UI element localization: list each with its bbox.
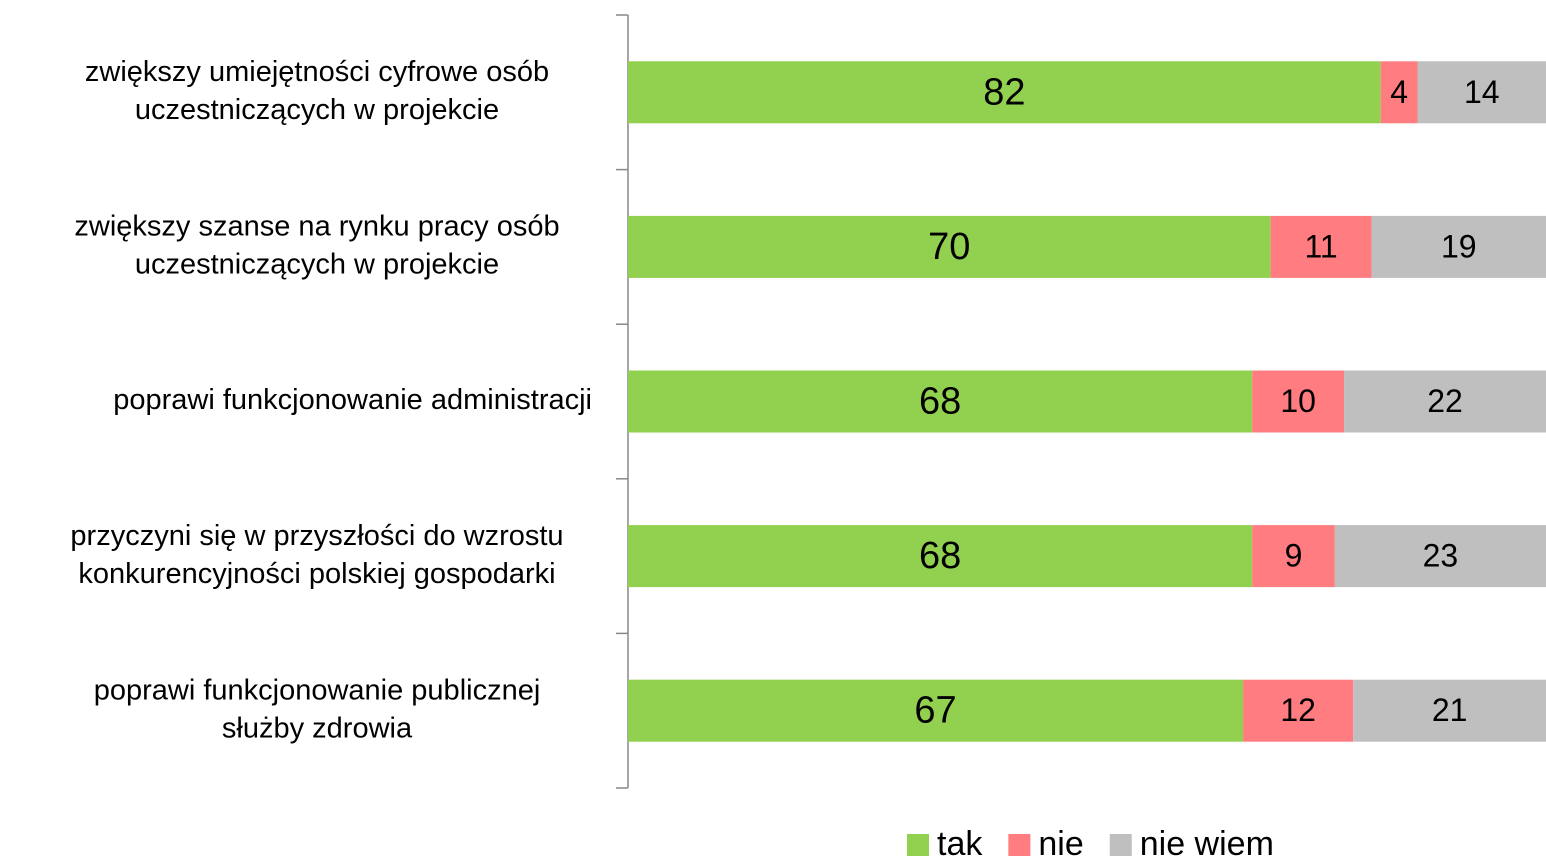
category-label: poprawi funkcjonowanie administracji (113, 384, 592, 416)
data-label: 14 (1464, 74, 1500, 110)
bar-segment (1417, 61, 1546, 124)
bar-segment (1243, 679, 1354, 742)
legend-label: nie (1038, 825, 1083, 859)
category-label: zwiększy szanse na rynku pracy osób (74, 211, 559, 243)
data-label: 22 (1427, 383, 1463, 419)
bar-segment (628, 370, 1253, 433)
category-label: poprawi funkcjonowanie publicznej (94, 674, 541, 706)
bar-segment (628, 215, 1271, 278)
data-label: 4 (1390, 74, 1408, 110)
data-label: 9 (1285, 538, 1303, 574)
data-label: 70 (928, 226, 970, 268)
category-label: służby zdrowia (222, 712, 413, 744)
legend-swatch (907, 834, 929, 856)
legend-swatch (1008, 834, 1031, 856)
bar-segment (1380, 61, 1418, 124)
bar-segment (1334, 525, 1546, 588)
data-label: 68 (919, 535, 961, 577)
category-label: przyczyni się w przyszłości do wzrostu (70, 520, 563, 552)
data-label: 21 (1432, 692, 1468, 728)
category-label: konkurencyjności polskiej gospodarki (78, 558, 555, 590)
data-label: 11 (1304, 228, 1337, 264)
bar-segment (1371, 215, 1546, 278)
bar-segment (1252, 525, 1335, 588)
bar-segment (1252, 370, 1345, 433)
legend-label: tak (937, 825, 983, 859)
data-label: 19 (1441, 228, 1477, 264)
category-label: uczestniczących w projekcie (135, 94, 499, 126)
bar-segment (1353, 679, 1546, 742)
data-label: 23 (1423, 538, 1459, 574)
bar-segment (1270, 215, 1372, 278)
bar-segment (628, 679, 1244, 742)
data-label: 12 (1280, 692, 1316, 728)
data-label: 82 (983, 71, 1025, 113)
category-label: zwiększy umiejętności cyfrowe osób (85, 56, 549, 88)
bar-segment (1344, 370, 1546, 433)
bar-segment (628, 525, 1253, 588)
legend-label: nie wiem (1140, 825, 1274, 859)
bar-segment (628, 61, 1381, 124)
data-label: 67 (914, 690, 956, 732)
category-label: uczestniczących w projekcie (135, 249, 499, 281)
data-label: 68 (919, 381, 961, 423)
data-label: 10 (1280, 383, 1316, 419)
legend-swatch (1109, 834, 1132, 856)
